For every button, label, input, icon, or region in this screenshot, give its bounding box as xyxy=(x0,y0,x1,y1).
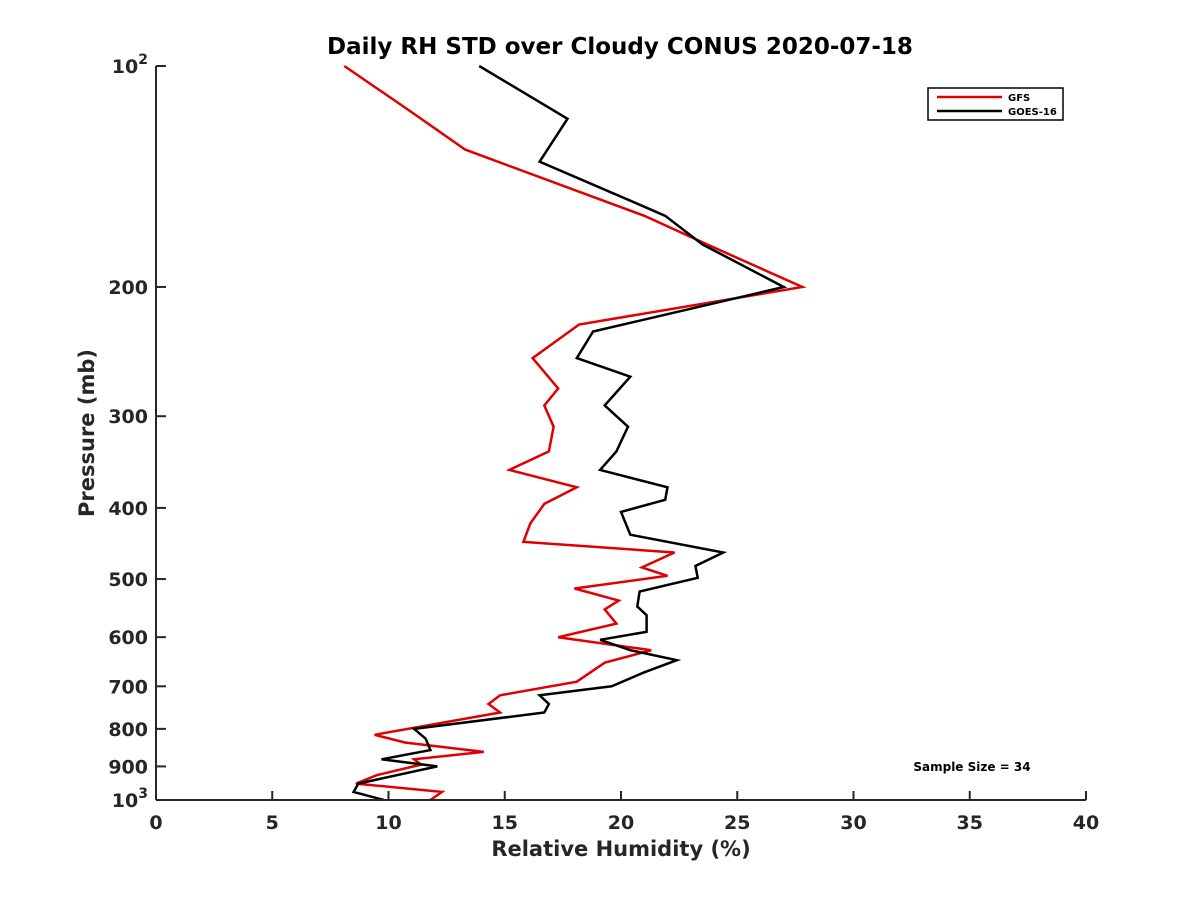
series-layer xyxy=(343,64,807,802)
y-tick-label: 600 xyxy=(108,627,148,649)
y-tick-label: 900 xyxy=(108,756,148,778)
y-tick-label: 500 xyxy=(108,569,148,591)
y-axis-ticks: 102 200 300 400 500 600 700 800 900 103 xyxy=(108,52,166,812)
y-tick-label: 700 xyxy=(108,676,148,698)
y-tick-label: 800 xyxy=(108,719,148,741)
x-tick-label: 25 xyxy=(724,812,750,834)
sample-size-annotation: Sample Size = 34 xyxy=(913,760,1030,774)
axes-background xyxy=(156,66,1086,800)
x-tick-label: 40 xyxy=(1073,812,1099,834)
plot-area: 0 5 10 15 20 25 30 35 40 102 200 300 400 500 600 700 80… xyxy=(108,52,1099,834)
legend: GFS GOES-16 xyxy=(927,87,1064,121)
x-tick-label: 0 xyxy=(149,812,162,834)
x-tick-label: 20 xyxy=(608,812,634,834)
legend-box xyxy=(927,87,1064,121)
x-axis-ticks: 0 5 10 15 20 25 30 35 40 xyxy=(149,791,1099,834)
x-axis-label: Relative Humidity (%) xyxy=(491,837,750,861)
y-tick-label: 102 xyxy=(112,52,148,78)
legend-label-goes16: GOES-16 xyxy=(1008,107,1057,118)
y-tick-label: 300 xyxy=(108,406,148,428)
y-tick-label: 200 xyxy=(108,277,148,299)
legend-label-gfs: GFS xyxy=(1008,93,1030,104)
y-tick-label: 103 xyxy=(112,786,148,812)
y-tick-label: 400 xyxy=(108,498,148,520)
x-tick-label: 10 xyxy=(375,812,401,834)
y-axis-label: Pressure (mb) xyxy=(75,349,99,517)
series-line-gfs xyxy=(343,64,807,802)
x-tick-label: 5 xyxy=(266,812,279,834)
chart-title: Daily RH STD over Cloudy CONUS 2020-07-1… xyxy=(327,34,913,60)
x-tick-label: 35 xyxy=(957,812,983,834)
x-tick-label: 15 xyxy=(492,812,518,834)
x-tick-label: 30 xyxy=(840,812,866,834)
